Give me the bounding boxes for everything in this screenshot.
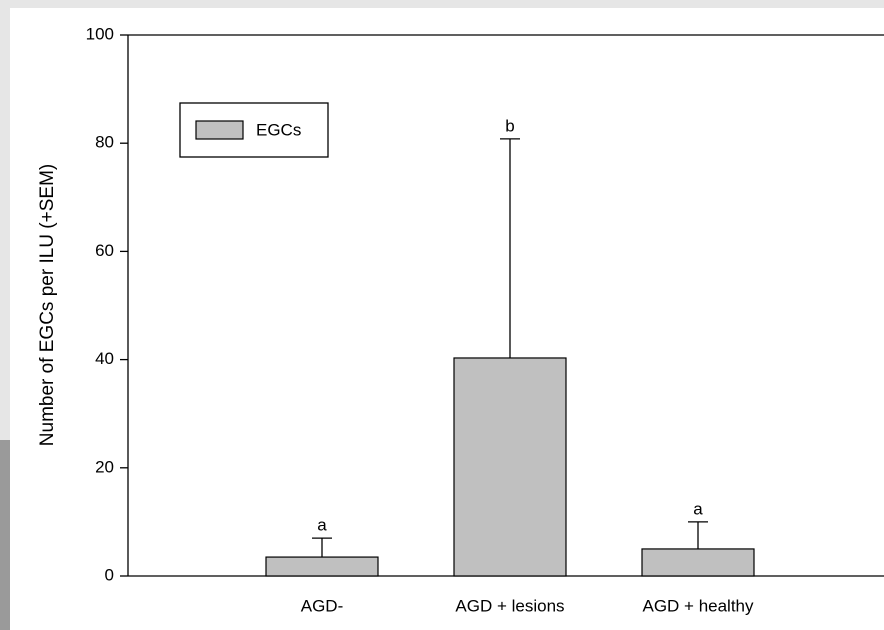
chart: Number of EGCs per ILU (+SEM) 0 20 40 60 80 1… [0, 0, 884, 630]
y-tick-label: 100 [86, 24, 114, 43]
background [10, 8, 884, 630]
legend-label: EGCs [256, 120, 301, 139]
y-tick-label: 0 [105, 565, 114, 584]
x-tick-label: AGD + lesions [455, 596, 564, 615]
legend-swatch [196, 121, 243, 139]
significance-letter: a [317, 516, 327, 535]
y-tick-label: 60 [95, 241, 114, 260]
y-tick-label: 20 [95, 457, 114, 476]
photo-edge [0, 440, 10, 630]
significance-letter: a [693, 499, 703, 518]
y-tick-label: 80 [95, 133, 114, 152]
y-axis-label: Number of EGCs per ILU (+SEM) [37, 164, 58, 446]
x-tick-label: AGD + healthy [642, 596, 754, 615]
y-tick-label: 40 [95, 349, 114, 368]
x-tick-label: AGD- [301, 596, 344, 615]
significance-letter: b [505, 116, 514, 135]
bar [454, 358, 566, 576]
bar [266, 557, 378, 576]
bar [642, 549, 754, 576]
